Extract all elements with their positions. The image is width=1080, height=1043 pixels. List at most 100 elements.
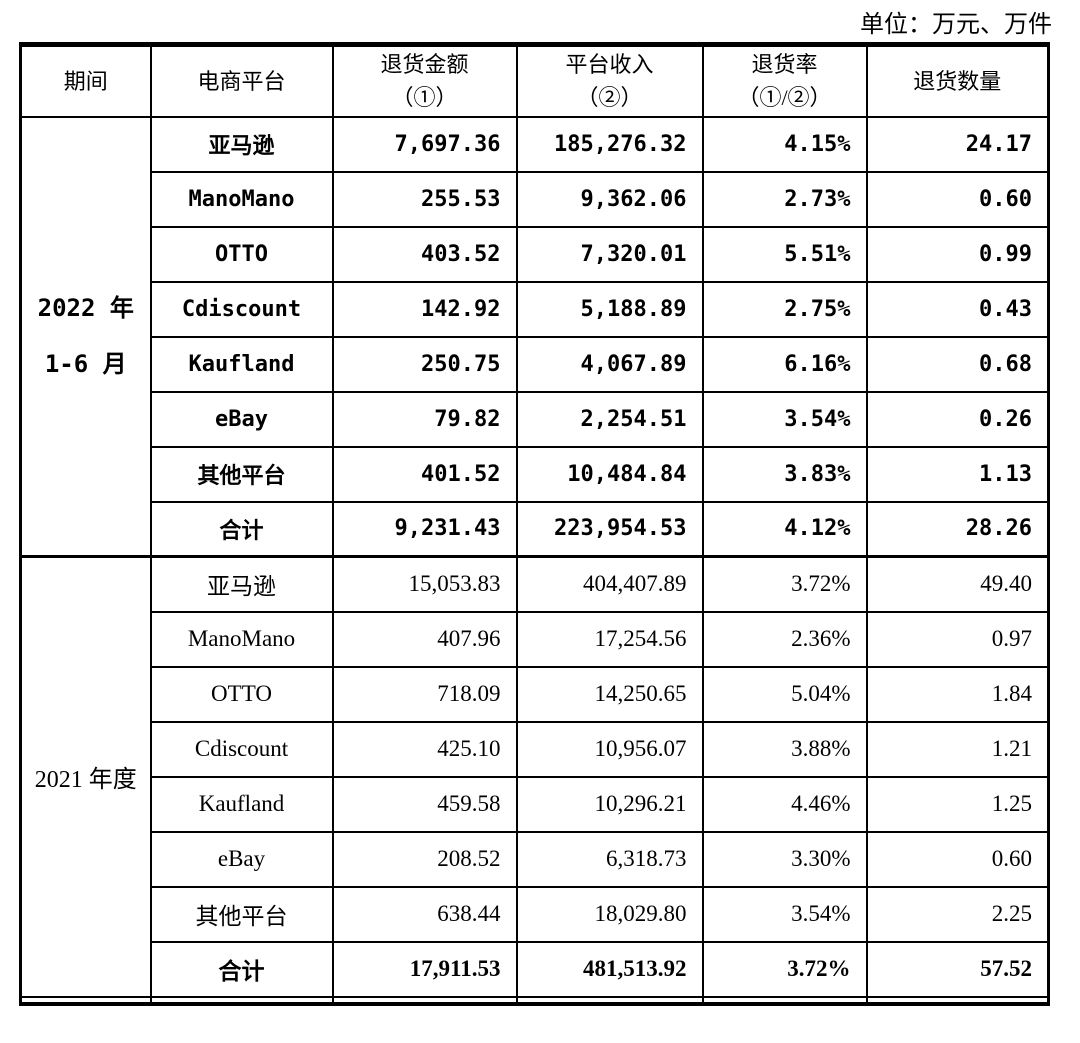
return-amount-cell: 15,053.83 <box>331 555 518 613</box>
platform-cell: Cdiscount <box>149 280 334 338</box>
revenue-cell: 6,318.73 <box>515 830 704 888</box>
table-row: Kaufland 459.58 10,296.21 4.46% 1.25 <box>21 775 1050 833</box>
return-qty-cell: 2.25 <box>865 885 1050 943</box>
col-header-return-amount-line1: 退货金额 <box>380 52 469 78</box>
col-header-period: 期间 <box>19 43 152 118</box>
period-2022-line2: 1-6 月 <box>44 350 127 379</box>
col-header-return-rate-line2: （①/②） <box>737 85 832 111</box>
return-rate-cell: 3.83% <box>701 445 868 503</box>
table-row: 其他平台 401.52 10,484.84 3.83% 1.13 <box>21 445 1050 503</box>
revenue-cell: 17,254.56 <box>515 610 704 668</box>
platform-cell: Cdiscount <box>149 720 334 778</box>
return-qty-cell: 0.60 <box>865 830 1050 888</box>
section-2021: 2021 年度 亚马逊 15,053.83 404,407.89 3.72% 4… <box>19 555 1050 998</box>
table-row: Cdiscount 142.92 5,188.89 2.75% 0.43 <box>21 280 1050 338</box>
return-qty-cell: 0.68 <box>865 335 1050 393</box>
return-qty-cell: 49.40 <box>865 555 1050 613</box>
return-amount-cell: 403.52 <box>331 225 518 283</box>
return-rate-cell: 3.30% <box>701 830 868 888</box>
platform-cell: Kaufland <box>149 775 334 833</box>
table-row: 2022 年 1-6 月 亚马逊 7,697.36 185,276.32 4.1… <box>19 115 1050 558</box>
period-2022-line1: 2022 年 <box>37 294 134 323</box>
return-amount-cell: 17,911.53 <box>331 940 518 998</box>
col-header-return-amount: 退货金额 （①） <box>331 43 518 118</box>
revenue-cell: 223,954.53 <box>515 500 704 558</box>
return-rate-cell: 4.46% <box>701 775 868 833</box>
return-qty-cell: 28.26 <box>865 500 1050 558</box>
table-row: OTTO 403.52 7,320.01 5.51% 0.99 <box>21 225 1050 283</box>
return-amount-cell: 401.52 <box>331 445 518 503</box>
revenue-cell: 7,320.01 <box>515 225 704 283</box>
col-header-return-amount-line2: （①） <box>391 85 458 111</box>
revenue-cell: 4,067.89 <box>515 335 704 393</box>
revenue-cell: 2,254.51 <box>515 390 704 448</box>
platform-cell: 合计 <box>149 940 334 998</box>
platform-cell: OTTO <box>149 665 334 723</box>
return-amount-cell: 9,231.43 <box>331 500 518 558</box>
table-row: ManoMano 255.53 9,362.06 2.73% 0.60 <box>21 170 1050 228</box>
col-header-return-qty: 退货数量 <box>865 43 1050 118</box>
return-qty-cell: 0.99 <box>865 225 1050 283</box>
return-rate-cell: 3.72% <box>701 940 868 998</box>
return-qty-cell: 1.84 <box>865 665 1050 723</box>
col-header-revenue-line1: 平台收入 <box>565 52 654 78</box>
revenue-cell: 18,029.80 <box>515 885 704 943</box>
platform-cell: 亚马逊 <box>149 555 334 613</box>
return-amount-cell: 208.52 <box>331 830 518 888</box>
return-amount-cell: 407.96 <box>331 610 518 668</box>
next-section-stub <box>19 995 1050 1006</box>
return-rate-cell: 6.16% <box>701 335 868 393</box>
platform-cell: 亚马逊 <box>149 115 334 173</box>
return-qty-cell: 0.97 <box>865 610 1050 668</box>
return-qty-cell: 1.25 <box>865 775 1050 833</box>
platform-cell: eBay <box>149 390 334 448</box>
return-rate-cell: 5.04% <box>701 665 868 723</box>
return-rate-cell: 5.51% <box>701 225 868 283</box>
return-rate-cell: 2.73% <box>701 170 868 228</box>
table-row: eBay 79.82 2,254.51 3.54% 0.26 <box>21 390 1050 448</box>
period-cell-2022: 2022 年 1-6 月 <box>19 115 152 558</box>
return-rate-cell: 2.75% <box>701 280 868 338</box>
total-row-2022: 合计 9,231.43 223,954.53 4.12% 28.26 <box>21 500 1050 558</box>
table-row: 2021 年度 亚马逊 15,053.83 404,407.89 3.72% 4… <box>19 555 1050 998</box>
platform-cell: OTTO <box>149 225 334 283</box>
revenue-cell: 9,362.06 <box>515 170 704 228</box>
table-row: 其他平台 638.44 18,029.80 3.54% 2.25 <box>21 885 1050 943</box>
return-qty-cell: 24.17 <box>865 115 1050 173</box>
return-amount-cell: 250.75 <box>331 335 518 393</box>
col-header-return-rate: 退货率 （①/②） <box>701 43 868 118</box>
revenue-cell: 5,188.89 <box>515 280 704 338</box>
platform-cell: Kaufland <box>149 335 334 393</box>
return-amount-cell: 459.58 <box>331 775 518 833</box>
return-rate-cell: 2.36% <box>701 610 868 668</box>
col-header-return-rate-line1: 退货率 <box>751 52 818 78</box>
return-rate-cell: 3.54% <box>701 390 868 448</box>
cut-off-row <box>19 995 1050 1006</box>
period-2021-line1: 2021 年度 <box>34 767 137 794</box>
platform-cell: eBay <box>149 830 334 888</box>
stub-cell <box>701 995 868 1006</box>
platform-cell: 其他平台 <box>149 445 334 503</box>
return-amount-cell: 7,697.36 <box>331 115 518 173</box>
stub-cell <box>19 995 152 1006</box>
section-2022: 2022 年 1-6 月 亚马逊 7,697.36 185,276.32 4.1… <box>19 115 1050 558</box>
table-row: OTTO 718.09 14,250.65 5.04% 1.84 <box>21 665 1050 723</box>
table-row: Cdiscount 425.10 10,956.07 3.88% 1.21 <box>21 720 1050 778</box>
stub-cell <box>149 995 334 1006</box>
return-qty-cell: 1.21 <box>865 720 1050 778</box>
revenue-cell: 10,296.21 <box>515 775 704 833</box>
return-amount-cell: 425.10 <box>331 720 518 778</box>
stub-cell <box>865 995 1050 1006</box>
table-row: Kaufland 250.75 4,067.89 6.16% 0.68 <box>21 335 1050 393</box>
return-rate-cell: 3.54% <box>701 885 868 943</box>
platform-cell: 其他平台 <box>149 885 334 943</box>
return-rate-cell: 3.88% <box>701 720 868 778</box>
platform-cell: 合计 <box>149 500 334 558</box>
returns-by-platform-table: 期间 电商平台 退货金额 （①） 平台收入 （②） 退货率 （①/②） 退货数量 <box>19 42 1050 1006</box>
table-row: ManoMano 407.96 17,254.56 2.36% 0.97 <box>21 610 1050 668</box>
col-header-revenue: 平台收入 （②） <box>515 43 704 118</box>
return-rate-cell: 4.15% <box>701 115 868 173</box>
platform-cell: ManoMano <box>149 610 334 668</box>
unit-note: 单位：万元、万件 <box>860 12 1052 38</box>
